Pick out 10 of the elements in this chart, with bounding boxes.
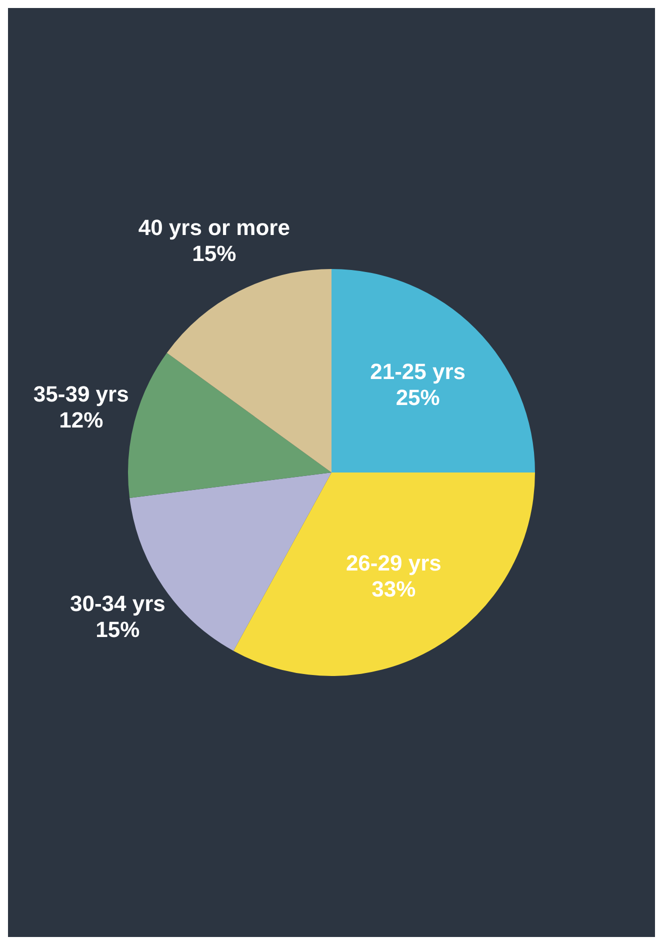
- data-label: 25%: [396, 385, 440, 410]
- data-label: 15%: [96, 616, 140, 642]
- data-label: 12%: [59, 407, 104, 432]
- slice-label: 26-29 yrs: [346, 550, 442, 576]
- slice-label: 40 yrs or more: [138, 215, 290, 240]
- slice-label: 21-25 yrs: [370, 359, 466, 384]
- slice-label: 30-34 yrs: [70, 590, 166, 616]
- data-label: 15%: [192, 241, 236, 266]
- data-label: 33%: [372, 576, 416, 602]
- slice-label: 35-39 yrs: [33, 381, 129, 406]
